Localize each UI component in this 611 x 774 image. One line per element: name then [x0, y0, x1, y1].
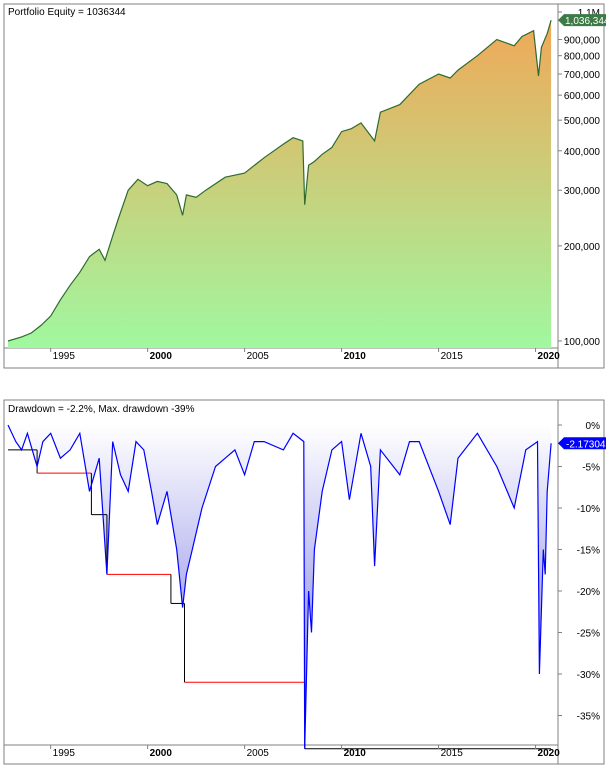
y-tick-label: -35% [577, 712, 600, 723]
x-tick-label: 1995 [53, 748, 76, 759]
y-tick-label: 600,000 [564, 91, 601, 102]
equity-area [8, 20, 552, 348]
y-tick-label: 100,000 [564, 337, 601, 348]
drawdown-title: Drawdown = -2.2%, Max. drawdown -39% [8, 404, 195, 415]
y-tick-label: 400,000 [564, 147, 601, 158]
drawdown-panel-frame [3, 399, 605, 765]
x-tick-label: 2010 [344, 748, 367, 759]
x-tick-label: 2015 [441, 748, 464, 759]
equity-line [7, 20, 552, 342]
x-tick-label: 2015 [441, 351, 464, 362]
y-tick-label: -25% [577, 629, 600, 640]
y-tick-label: -10% [577, 504, 600, 515]
equity-panel-frame [3, 3, 605, 369]
last-value-label: 1,036,344 [565, 16, 610, 27]
y-tick-label: -20% [577, 587, 600, 598]
x-tick-label: 2000 [150, 351, 173, 362]
x-tick-label: 2000 [150, 748, 173, 759]
x-tick-label: 2010 [344, 351, 367, 362]
y-tick-label: 800,000 [564, 52, 601, 63]
y-tick-label: 200,000 [564, 242, 601, 253]
x-tick-label: 2005 [247, 748, 270, 759]
y-tick-label: 0% [586, 421, 601, 432]
last-value-badge [558, 437, 606, 450]
drawdown-line [7, 424, 552, 749]
y-tick-label: 1.1M [578, 8, 600, 19]
y-tick-label: 700,000 [564, 70, 601, 81]
y-tick-label: 900,000 [564, 36, 601, 47]
x-tick-label: 2020 [538, 351, 561, 362]
y-tick-label: -15% [577, 546, 600, 557]
y-tick-label: -30% [577, 670, 600, 681]
drawdown-area [8, 425, 552, 749]
y-tick-label: -5% [582, 463, 600, 474]
last-value-label: -2.17304 [566, 439, 606, 450]
x-tick-label: 2020 [538, 748, 561, 759]
x-tick-label: 1995 [53, 351, 76, 362]
x-tick-label: 2005 [247, 351, 270, 362]
y-tick-label: 300,000 [564, 186, 601, 197]
y-tick-label: 500,000 [564, 116, 601, 127]
equity-title: Portfolio Equity = 1036344 [8, 7, 126, 18]
last-value-badge [558, 14, 606, 27]
